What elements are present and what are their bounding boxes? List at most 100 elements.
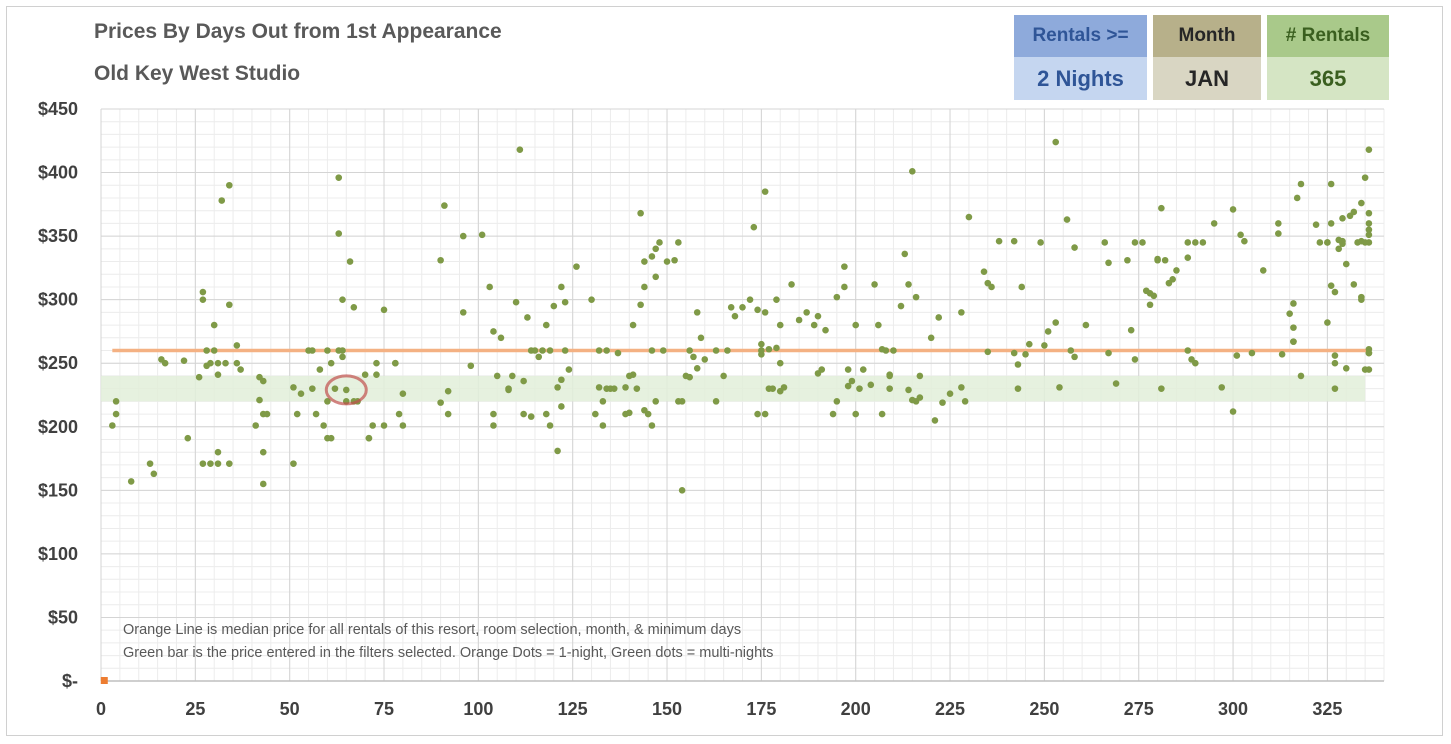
data-point [773, 296, 780, 303]
data-point [233, 359, 241, 367]
data-point [380, 306, 388, 314]
data-point [309, 385, 316, 392]
note-median-line: Orange Line is median price for all rent… [123, 622, 742, 638]
data-point [659, 347, 667, 354]
data-point [637, 301, 644, 309]
data-point [1233, 352, 1241, 359]
data-point [833, 398, 841, 405]
data-point [1158, 204, 1165, 212]
y-tick-label: $450 [38, 99, 78, 119]
data-point [641, 258, 648, 265]
data-point [927, 334, 935, 342]
data-point [339, 347, 346, 354]
data-point [180, 357, 188, 364]
data-point [512, 298, 520, 306]
rentals-filter-value[interactable]: 2 Nights [1014, 57, 1147, 100]
data-point [1071, 244, 1078, 251]
data-point [686, 347, 693, 354]
data-point [550, 302, 558, 310]
data-point [222, 359, 229, 367]
data-point [1286, 310, 1293, 317]
data-point [263, 410, 271, 418]
month-filter[interactable]: Month JAN [1153, 15, 1261, 100]
data-point [444, 410, 452, 418]
data-point [531, 347, 539, 354]
data-point [1146, 301, 1154, 309]
data-point [226, 301, 233, 309]
data-point [761, 188, 769, 195]
data-point [324, 347, 331, 354]
data-point [350, 303, 358, 311]
data-point [1259, 267, 1267, 274]
data-point [622, 384, 629, 391]
data-point [1105, 259, 1112, 267]
data-point [161, 359, 169, 367]
data-point [259, 448, 267, 456]
data-point [958, 309, 965, 316]
month-filter-header: Month [1153, 15, 1261, 57]
data-point [1014, 361, 1022, 368]
data-point [678, 398, 686, 405]
data-point [652, 245, 660, 253]
data-point [939, 399, 946, 406]
data-point [886, 385, 893, 392]
x-tick-label: 175 [746, 699, 776, 719]
data-point [946, 390, 954, 398]
x-tick-label: 50 [280, 699, 300, 719]
data-point [935, 314, 943, 321]
data-point [625, 409, 633, 417]
data-point [1278, 351, 1286, 358]
data-point [1124, 256, 1131, 264]
data-point [324, 398, 331, 405]
data-point [1105, 349, 1112, 357]
data-point [663, 258, 671, 265]
data-point [497, 334, 505, 342]
data-point [327, 434, 335, 442]
data-point [859, 366, 867, 373]
data-point [1210, 220, 1218, 227]
y-tick-label: $200 [38, 417, 78, 437]
data-point [199, 296, 207, 303]
month-filter-value[interactable]: JAN [1153, 57, 1261, 100]
data-point [199, 288, 207, 296]
data-point [233, 342, 241, 349]
data-point [1248, 349, 1256, 357]
data-point [897, 302, 905, 310]
data-point [610, 385, 618, 392]
chart-title: Prices By Days Out from 1st Appearance [94, 20, 502, 43]
data-point [1335, 245, 1343, 253]
data-point [524, 314, 531, 321]
data-point [218, 197, 226, 204]
data-point [916, 372, 924, 380]
data-point [761, 410, 769, 418]
data-point [909, 167, 916, 175]
data-point [614, 349, 622, 357]
rentals-count-value: 365 [1267, 57, 1389, 100]
data-point [399, 390, 407, 398]
data-point [965, 213, 973, 221]
data-point [505, 385, 512, 392]
data-point [648, 422, 656, 429]
data-point [259, 377, 267, 385]
data-point [509, 372, 516, 380]
data-point [656, 239, 663, 246]
data-point [195, 373, 203, 381]
data-point [1365, 239, 1373, 246]
data-point [112, 410, 120, 418]
data-point [852, 410, 860, 418]
data-point [1339, 237, 1346, 245]
rentals-filter-header: Rentals >= [1014, 15, 1147, 57]
data-point [890, 347, 897, 354]
data-point [290, 384, 297, 391]
data-point [841, 263, 848, 270]
rentals-filter[interactable]: Rentals >= 2 Nights [1014, 15, 1147, 100]
data-point [652, 273, 660, 281]
data-point [1044, 328, 1052, 335]
data-point [758, 340, 765, 348]
data-point [1184, 239, 1192, 246]
data-point [1218, 384, 1226, 391]
data-point [339, 296, 346, 303]
data-point [1358, 293, 1365, 301]
data-point [444, 387, 452, 395]
data-point [984, 348, 992, 356]
